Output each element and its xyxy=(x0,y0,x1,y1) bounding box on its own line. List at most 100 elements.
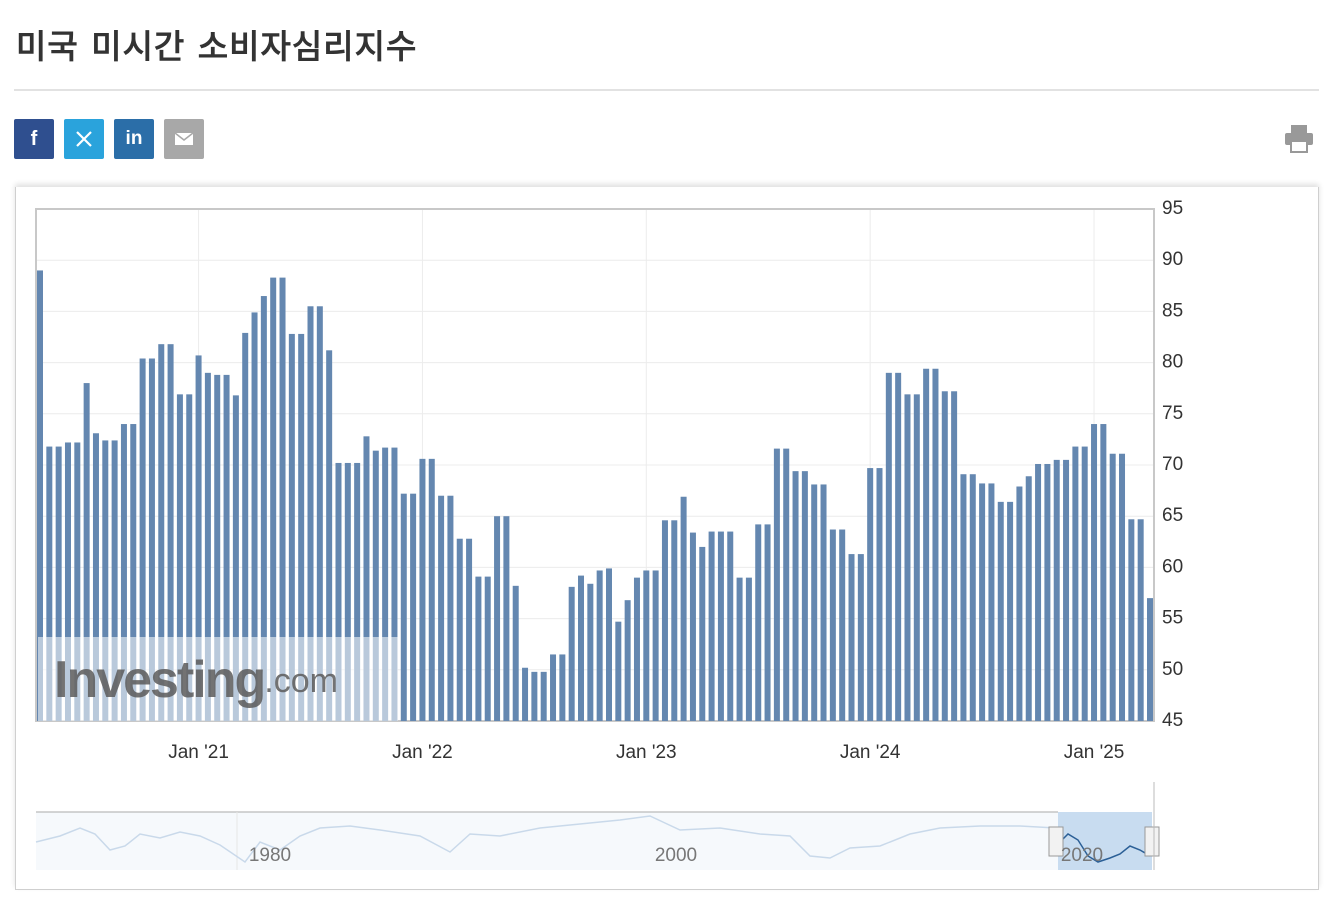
bar xyxy=(932,368,939,721)
y-tick-label: 90 xyxy=(1162,249,1183,270)
x-tick-label: Jan '24 xyxy=(840,742,901,763)
bar xyxy=(1025,476,1032,721)
bar xyxy=(260,296,267,721)
navigator: 1980 2000 2020 xyxy=(35,782,1160,870)
bar xyxy=(326,350,333,721)
bar xyxy=(1109,453,1116,721)
bar xyxy=(46,446,53,721)
x-tick-label: Jan '25 xyxy=(1064,742,1125,763)
bar xyxy=(587,583,594,721)
bar xyxy=(410,493,417,721)
bar xyxy=(204,372,211,721)
bar xyxy=(652,570,659,721)
y-tick-label: 55 xyxy=(1162,608,1183,629)
bar xyxy=(55,446,62,721)
bar xyxy=(876,468,883,721)
plot-border xyxy=(35,208,1155,722)
bar xyxy=(1053,459,1060,721)
bar xyxy=(1016,486,1023,721)
bar xyxy=(820,484,827,721)
bar xyxy=(1100,424,1107,721)
bar xyxy=(92,433,99,721)
y-tick-label: 50 xyxy=(1162,659,1183,680)
navigator-label: 2020 xyxy=(1061,845,1103,866)
bar xyxy=(251,312,258,721)
navigator-handle-left[interactable] xyxy=(1048,826,1064,857)
bar xyxy=(1137,519,1144,721)
bar xyxy=(605,568,612,721)
y-tick-label: 45 xyxy=(1162,710,1183,731)
bar xyxy=(736,577,743,721)
navigator-handle-right[interactable] xyxy=(1144,826,1160,857)
print-button[interactable] xyxy=(1284,124,1314,154)
bar xyxy=(372,450,379,721)
bar xyxy=(1091,424,1098,721)
navigator-bg xyxy=(36,812,1152,870)
bar xyxy=(167,344,174,721)
bar xyxy=(354,462,361,721)
bar xyxy=(279,277,286,721)
y-tick-label: 95 xyxy=(1162,198,1183,219)
bar xyxy=(176,394,183,721)
bar xyxy=(801,471,808,721)
bar xyxy=(214,374,221,721)
chart-frame xyxy=(15,187,1319,890)
bar xyxy=(773,448,780,721)
bar xyxy=(997,501,1004,721)
bar xyxy=(64,442,71,721)
x-share[interactable] xyxy=(64,119,104,159)
bar xyxy=(727,531,734,721)
y-tick-label: 85 xyxy=(1162,300,1183,321)
bar xyxy=(615,621,622,721)
bar xyxy=(344,462,351,721)
bar xyxy=(689,532,696,721)
x-tick-label: Jan '23 xyxy=(616,742,677,763)
bar xyxy=(633,577,640,721)
bar xyxy=(764,524,771,721)
bar xyxy=(923,368,930,721)
bar xyxy=(960,474,967,721)
bar xyxy=(979,483,986,721)
bar xyxy=(195,355,202,721)
bar xyxy=(335,462,342,721)
bar xyxy=(1119,453,1126,721)
bar xyxy=(503,516,510,721)
bar xyxy=(428,458,435,721)
mail-icon xyxy=(174,132,194,145)
x-tick-label: Jan '21 xyxy=(168,742,229,763)
bar xyxy=(494,516,501,721)
bar xyxy=(74,442,81,721)
bar xyxy=(671,520,678,721)
y-tick-label: 60 xyxy=(1162,556,1183,577)
bar xyxy=(111,440,118,721)
email-share[interactable] xyxy=(164,119,204,159)
bar xyxy=(484,576,491,721)
linkedin-share[interactable]: in xyxy=(114,119,154,159)
bar xyxy=(307,306,314,721)
y-tick-label: 75 xyxy=(1162,403,1183,424)
navigator-label: 1980 xyxy=(249,845,291,866)
bar xyxy=(102,440,109,721)
bar xyxy=(512,585,519,721)
y-tick-label: 70 xyxy=(1162,454,1183,475)
x-tick-label: Jan '22 xyxy=(392,742,453,763)
navigator-label: 2000 xyxy=(655,845,697,866)
facebook-share[interactable]: f xyxy=(14,119,54,159)
bar xyxy=(391,447,398,721)
bar xyxy=(578,575,585,721)
bar xyxy=(1063,459,1070,721)
bar xyxy=(1072,446,1079,721)
bar xyxy=(232,395,239,721)
bar xyxy=(680,496,687,721)
bar xyxy=(1081,446,1088,721)
navigator-selection-line xyxy=(1059,833,1151,863)
bar xyxy=(316,306,323,721)
bar xyxy=(363,436,370,721)
bar xyxy=(811,484,818,721)
bar xyxy=(829,529,836,721)
watermark-suffix: .com xyxy=(264,662,338,700)
bar xyxy=(988,483,995,721)
bar xyxy=(624,600,631,721)
